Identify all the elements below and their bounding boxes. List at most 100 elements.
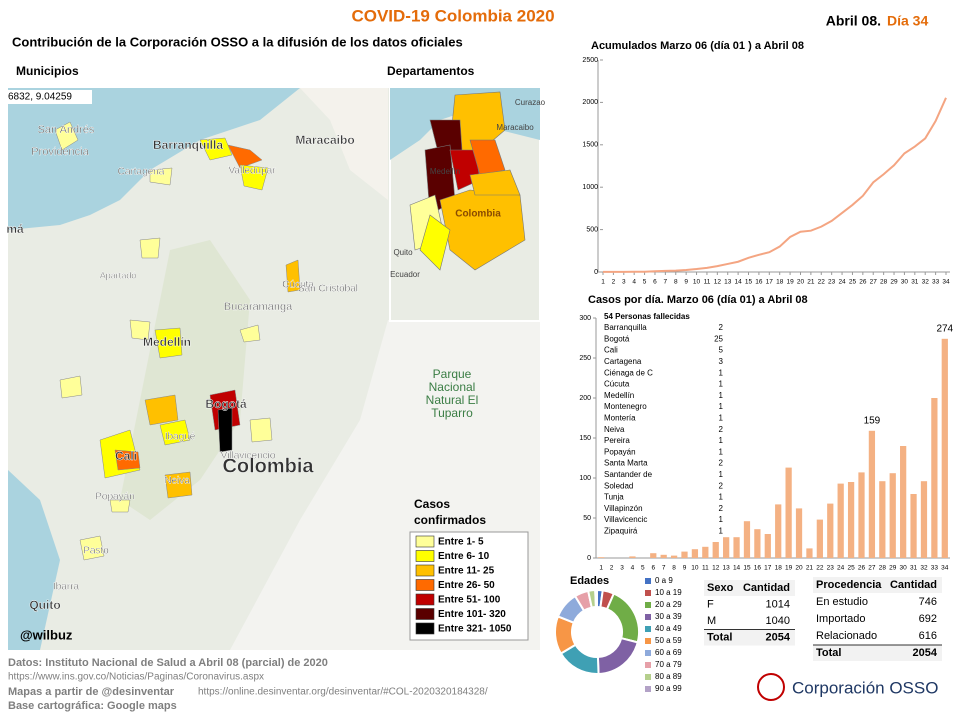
table-header: Sexo	[707, 582, 734, 594]
bar	[702, 546, 709, 558]
municipality	[239, 164, 269, 191]
y-tick-label: 300	[579, 315, 591, 322]
x-tick-label: 20	[797, 279, 805, 286]
table-total: Total	[816, 647, 841, 659]
map-andes	[120, 240, 250, 520]
legend-swatch	[645, 578, 651, 584]
map-label: Quito	[29, 598, 60, 612]
map-title: Municipios	[16, 64, 79, 78]
deaths-count: 2	[719, 459, 724, 468]
municipality	[149, 167, 173, 186]
x-tick-label: 14	[735, 279, 743, 286]
deaths-city: Santa Marta	[604, 459, 648, 468]
deaths-city: Soledad	[604, 481, 633, 490]
bar	[775, 504, 782, 558]
legend-swatch	[415, 579, 435, 591]
table-total: 2054	[913, 647, 938, 659]
bar	[900, 446, 907, 558]
bar	[795, 508, 803, 558]
legend-swatch	[645, 626, 651, 632]
municipality	[54, 121, 79, 151]
map-label: Cartagena	[118, 167, 165, 178]
deaths-city: Cúcuta	[604, 380, 630, 389]
x-tick-label: 24	[838, 279, 846, 286]
y-tick-label: 1500	[582, 142, 598, 149]
department-polygons: Curazao Maracaibo Medellín Colombia Quito Ecu…	[390, 91, 546, 279]
legend-label: 20 a 29	[655, 600, 682, 609]
footer-base: Base cartográfica: Google maps	[8, 700, 177, 712]
table-header	[704, 580, 795, 596]
x-tick-label: 30	[900, 565, 908, 572]
x-tick-label: 25	[847, 565, 855, 572]
table-cell: F	[707, 598, 714, 610]
pie-slice	[596, 636, 639, 676]
map-label: Cúcuta	[282, 280, 314, 291]
map-label: Bogotá	[205, 397, 247, 411]
legend-label: 40 a 49	[655, 624, 682, 633]
map-label: Ibarra	[53, 582, 80, 593]
municipality	[227, 144, 263, 169]
map-label: Quito	[393, 248, 413, 257]
deaths-count: 1	[719, 527, 724, 536]
bar	[847, 482, 855, 558]
deaths-count: 2	[719, 425, 724, 434]
legend-swatch	[645, 686, 651, 692]
table-cell: Relacionado	[816, 630, 877, 642]
deaths-title: 54 Personas fallecidas	[604, 312, 690, 321]
x-tick-label: 23	[828, 279, 836, 286]
map-label: Barranquilla	[153, 138, 223, 152]
bar	[931, 398, 938, 558]
municipality	[129, 319, 151, 341]
x-tick-label: 30	[901, 279, 909, 286]
legend-label: 50 a 59	[655, 636, 682, 645]
map-sea	[8, 88, 300, 230]
deaths-city: Popayán	[604, 447, 636, 456]
bar	[827, 503, 834, 558]
legend-label: 10 a 19	[655, 588, 682, 597]
deaths-count: 2	[719, 323, 724, 332]
x-tick-label: 8	[674, 279, 678, 286]
bar	[764, 534, 771, 558]
x-tick-label: 4	[632, 279, 636, 286]
logo-icon	[757, 673, 785, 701]
department	[469, 139, 506, 176]
map-label: Valledupar	[228, 166, 276, 177]
table-header	[813, 577, 942, 593]
table-cell: M	[707, 615, 716, 627]
bar	[858, 472, 865, 558]
deaths-count: 1	[719, 470, 724, 479]
footer-source: Datos: Instituto Nacional de Salud a Abr…	[8, 657, 328, 669]
municipality	[114, 449, 141, 471]
x-tick-label: 34	[941, 565, 949, 572]
deaths-count: 2	[719, 481, 724, 490]
x-tick-label: 26	[858, 565, 866, 572]
x-tick-label: 15	[745, 279, 753, 286]
map-label: Curazao	[515, 98, 546, 107]
department	[469, 169, 521, 196]
bar	[837, 483, 844, 558]
x-tick-label: 5	[641, 565, 645, 572]
legend-swatch	[645, 674, 651, 680]
x-tick-label: 7	[664, 279, 668, 286]
date: Abril 08.	[826, 13, 881, 29]
x-tick-label: 27	[868, 565, 876, 572]
bar	[723, 537, 730, 558]
map-label: Tuparro	[431, 406, 473, 420]
day: Día 34	[887, 13, 928, 29]
table-cell: En estudio	[816, 596, 868, 608]
map-sea	[390, 88, 540, 160]
deaths-count: 1	[719, 368, 724, 377]
x-tick-label: 9	[684, 279, 688, 286]
footer-maps: Mapas a partir de @desinventar	[8, 686, 175, 698]
deaths-city: Barranquilla	[604, 323, 647, 332]
y-tick-label: 50	[583, 515, 591, 522]
map-label: Bucaramanga	[224, 301, 293, 313]
deaths-city: Cali	[604, 346, 618, 355]
legend-label: 80 a 89	[655, 672, 682, 681]
x-tick-label: 11	[704, 279, 711, 286]
footer-url: https://www.ins.gov.co/Noticias/Paginas/…	[8, 672, 264, 683]
table-header: Cantidad	[743, 582, 790, 594]
deaths-count: 3	[719, 357, 724, 366]
municipality	[144, 394, 179, 426]
map-venezuela	[300, 88, 388, 200]
